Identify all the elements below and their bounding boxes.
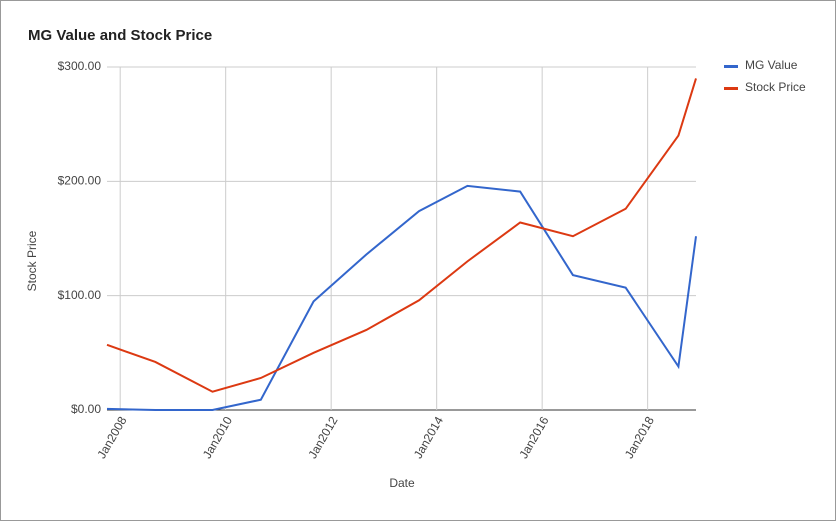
y-axis-label: Stock Price xyxy=(25,230,39,291)
y-tick-label: $0.00 xyxy=(71,402,101,416)
x-axis-label: Date xyxy=(389,476,415,490)
legend-label: MG Value xyxy=(745,58,798,72)
y-tick-label: $300.00 xyxy=(58,59,102,73)
legend-swatch xyxy=(724,65,738,68)
chart-title: MG Value and Stock Price xyxy=(28,27,212,44)
series-line xyxy=(106,78,697,393)
legend-label: Stock Price xyxy=(745,80,806,94)
series-line xyxy=(106,184,697,411)
y-tick-label: $200.00 xyxy=(58,174,102,188)
y-tick-label: $100.00 xyxy=(58,288,102,302)
legend-swatch xyxy=(724,87,738,90)
